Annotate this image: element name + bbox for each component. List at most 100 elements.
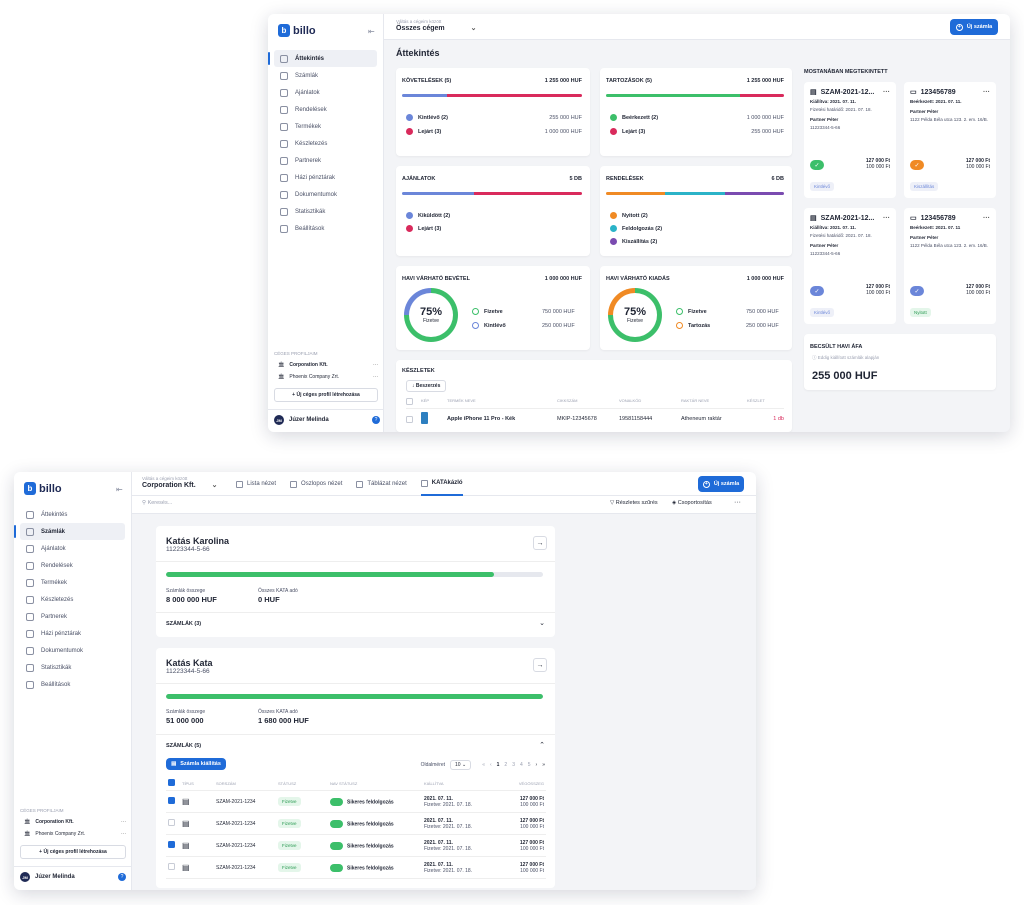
profile-menu-icon[interactable]: ··· (373, 362, 378, 368)
sidebar-item-1[interactable]: Számlák (14, 523, 125, 540)
sidebar-item-2[interactable]: Ajánlatok (274, 84, 377, 101)
invoices-section-toggle[interactable]: SZÁMLÁK (5) (166, 743, 202, 749)
sidebar-item-2[interactable]: Ajánlatok (20, 540, 125, 557)
sidebar-item-9[interactable]: Statisztikák (274, 203, 377, 220)
user-menu[interactable]: JM Júzer Melinda (274, 415, 329, 425)
more-icon[interactable]: ··· (983, 214, 990, 222)
sidebar-item-4[interactable]: Termékek (274, 118, 377, 135)
collapse-sidebar-icon[interactable]: ⇤ (368, 27, 375, 36)
expense-card[interactable]: Havi várható kiadás 1 000 000 HUF 75% Fize… (600, 266, 792, 350)
table-row[interactable]: Apple iPhone 11 Pro - Kék MKIP-12345678 … (406, 412, 784, 426)
more-icon[interactable]: ··· (983, 88, 990, 96)
sidebar-item-3[interactable]: Rendelések (20, 557, 125, 574)
sidebar-item-8[interactable]: Dokumentumok (20, 642, 125, 659)
row-checkbox[interactable] (406, 415, 413, 423)
row-checkbox[interactable] (168, 797, 175, 804)
profile-menu-icon[interactable]: ··· (121, 831, 126, 837)
row-checkbox[interactable] (168, 863, 175, 870)
chevron-up-icon[interactable]: ⌃ (539, 742, 545, 749)
sidebar-item-3[interactable]: Rendelések (274, 101, 377, 118)
select-all-checkbox[interactable] (168, 779, 175, 786)
tab-2[interactable]: Táblázat nézet (356, 472, 407, 496)
sidebar-item-7[interactable]: Házi pénztárak (20, 625, 125, 642)
open-arrow-icon[interactable]: → (533, 536, 547, 550)
profile-phoenix[interactable]: 🏛 Phoenix Company Zrt. ··· (24, 831, 126, 837)
issue-invoice-button[interactable]: ▤ Számla kiállítás (166, 758, 226, 770)
company-selector[interactable]: Váltás a cégeim között Összes cégem ⌄ (396, 19, 477, 32)
recent-card[interactable]: ▭ 123456789 ··· Beérkezett: 2021. 07. 11 Par… (904, 208, 996, 324)
product-image (421, 412, 447, 426)
tab-3[interactable]: KATAkázló (420, 472, 463, 496)
profile-menu-icon[interactable]: ··· (373, 374, 378, 380)
next-page-icon[interactable]: › (535, 762, 538, 768)
search-input[interactable]: ⚲ Keresés... (142, 500, 173, 506)
tab-0[interactable]: Lista nézet (236, 472, 276, 496)
page-1[interactable]: 1 (496, 762, 500, 768)
page-4[interactable]: 4 (519, 762, 523, 768)
orders-card[interactable]: Rendelések 6 DB Nyitott (2) Feldolgozás (… (600, 166, 792, 256)
sidebar-item-4[interactable]: Termékek (20, 574, 125, 591)
page-5[interactable]: 5 (527, 762, 531, 768)
invoices-section-toggle[interactable]: SZÁMLÁK (3) (166, 621, 202, 627)
sidebar-item-9[interactable]: Statisztikák (20, 659, 125, 676)
sidebar-item-7[interactable]: Házi pénztárak (274, 169, 377, 186)
row-checkbox[interactable] (168, 841, 175, 848)
sidebar-item-label: Számlák (295, 72, 319, 79)
table-row[interactable]: ▤ SZAM-2021-1234 Fizetve Sikeres feldolgozá… (166, 790, 546, 813)
help-icon[interactable]: ? (118, 873, 126, 881)
sidebar-item-0[interactable]: Áttekintés (20, 506, 125, 523)
prev-page-icon[interactable]: ‹ (489, 762, 492, 768)
sidebar-item-1[interactable]: Számlák (274, 67, 377, 84)
nav-icon (280, 156, 288, 165)
recent-card[interactable]: ▭ 123456789 ··· Beérkezett: 2021. 07. 11. Pa… (904, 82, 996, 198)
status-badge: Fizetve (278, 797, 301, 806)
income-card[interactable]: Havi várható bevétel 1 000 000 HUF 75% Fiz… (396, 266, 590, 350)
more-icon[interactable]: ··· (734, 499, 741, 506)
new-invoice-button[interactable]: + Új számla (698, 476, 744, 492)
new-profile-button[interactable]: + Új céges profil létrehozása (20, 845, 126, 859)
debts-card[interactable]: Tartozások (5) 1 255 000 HUF Beérkezett (… (600, 68, 792, 156)
recent-card[interactable]: ▤ SZAM-2021-12... ··· Kiállítva: 2021. 07. … (804, 208, 896, 324)
offers-card[interactable]: Ajánlatok 5 DB Kiküldött (2) Lejárt (3) (396, 166, 590, 256)
sidebar-item-5[interactable]: Készletezés (274, 135, 377, 152)
recent-card[interactable]: ▤ SZAM-2021-12... ··· Kiállítva: 2021. 07. … (804, 82, 896, 198)
detailed-filter-button[interactable]: ▽ Részletes szűrés (610, 500, 658, 506)
new-invoice-button[interactable]: + Új számla (950, 19, 998, 35)
sidebar-item-10[interactable]: Beállítások (20, 676, 125, 693)
group-button[interactable]: ◈ Csoportosítás (672, 500, 712, 506)
help-icon[interactable]: ? (372, 416, 380, 424)
company-selector[interactable]: Váltás a cégeim között Corporation Kft. ⌄ (142, 476, 218, 489)
page-2[interactable]: 2 (504, 762, 508, 768)
sidebar-item-8[interactable]: Dokumentumok (274, 186, 377, 203)
row-checkbox[interactable] (168, 819, 175, 826)
sidebar-item-6[interactable]: Partnerek (20, 608, 125, 625)
first-page-icon[interactable]: « (482, 762, 485, 768)
nav-icon (26, 544, 34, 553)
nav-icon (26, 578, 34, 587)
page-size-select[interactable]: 10 ⌄ (450, 760, 472, 770)
sidebar-item-6[interactable]: Partnerek (274, 152, 377, 169)
table-row[interactable]: ▤ SZAM-2021-1234 Fizetve Sikeres feldolgozá… (166, 834, 546, 857)
page-3[interactable]: 3 (512, 762, 515, 768)
profile-corporation[interactable]: 🏛 Corporation Kft. ··· (278, 362, 378, 368)
receivables-card[interactable]: Követelések (5) 1 255 000 HUF Kintlévő (2… (396, 68, 590, 156)
sidebar-item-0[interactable]: Áttekintés (268, 50, 377, 67)
purchase-button[interactable]: ↓ Beszerzés (406, 380, 447, 392)
tab-1[interactable]: Oszlopos nézet (290, 472, 342, 496)
more-icon[interactable]: ··· (883, 88, 890, 96)
table-row[interactable]: ▤ SZAM-2021-1234 Fizetve Sikeres feldolgozá… (166, 812, 546, 835)
open-arrow-icon[interactable]: → (533, 658, 547, 672)
stock-card: Készletek ↓ Beszerzés KÉP TERMÉK NEVE CI… (396, 360, 792, 432)
chevron-down-icon[interactable]: ⌄ (539, 620, 545, 627)
profile-menu-icon[interactable]: ··· (121, 819, 126, 825)
sidebar-item-5[interactable]: Készletezés (20, 591, 125, 608)
user-menu[interactable]: JM Júzer Melinda (20, 872, 75, 882)
last-page-icon[interactable]: » (542, 762, 545, 768)
sidebar-item-10[interactable]: Beállítások (274, 220, 377, 237)
profile-corporation[interactable]: 🏛 Corporation Kft. ··· (24, 819, 126, 825)
new-profile-button[interactable]: + Új céges profil létrehozása (274, 388, 378, 402)
table-row[interactable]: ▤ SZAM-2021-1234 Fizetve Sikeres feldolgozá… (166, 856, 546, 879)
more-icon[interactable]: ··· (883, 214, 890, 222)
profile-phoenix[interactable]: 🏛 Phoenix Company Zrt. ··· (278, 374, 378, 380)
collapse-sidebar-icon[interactable]: ⇤ (116, 485, 123, 494)
